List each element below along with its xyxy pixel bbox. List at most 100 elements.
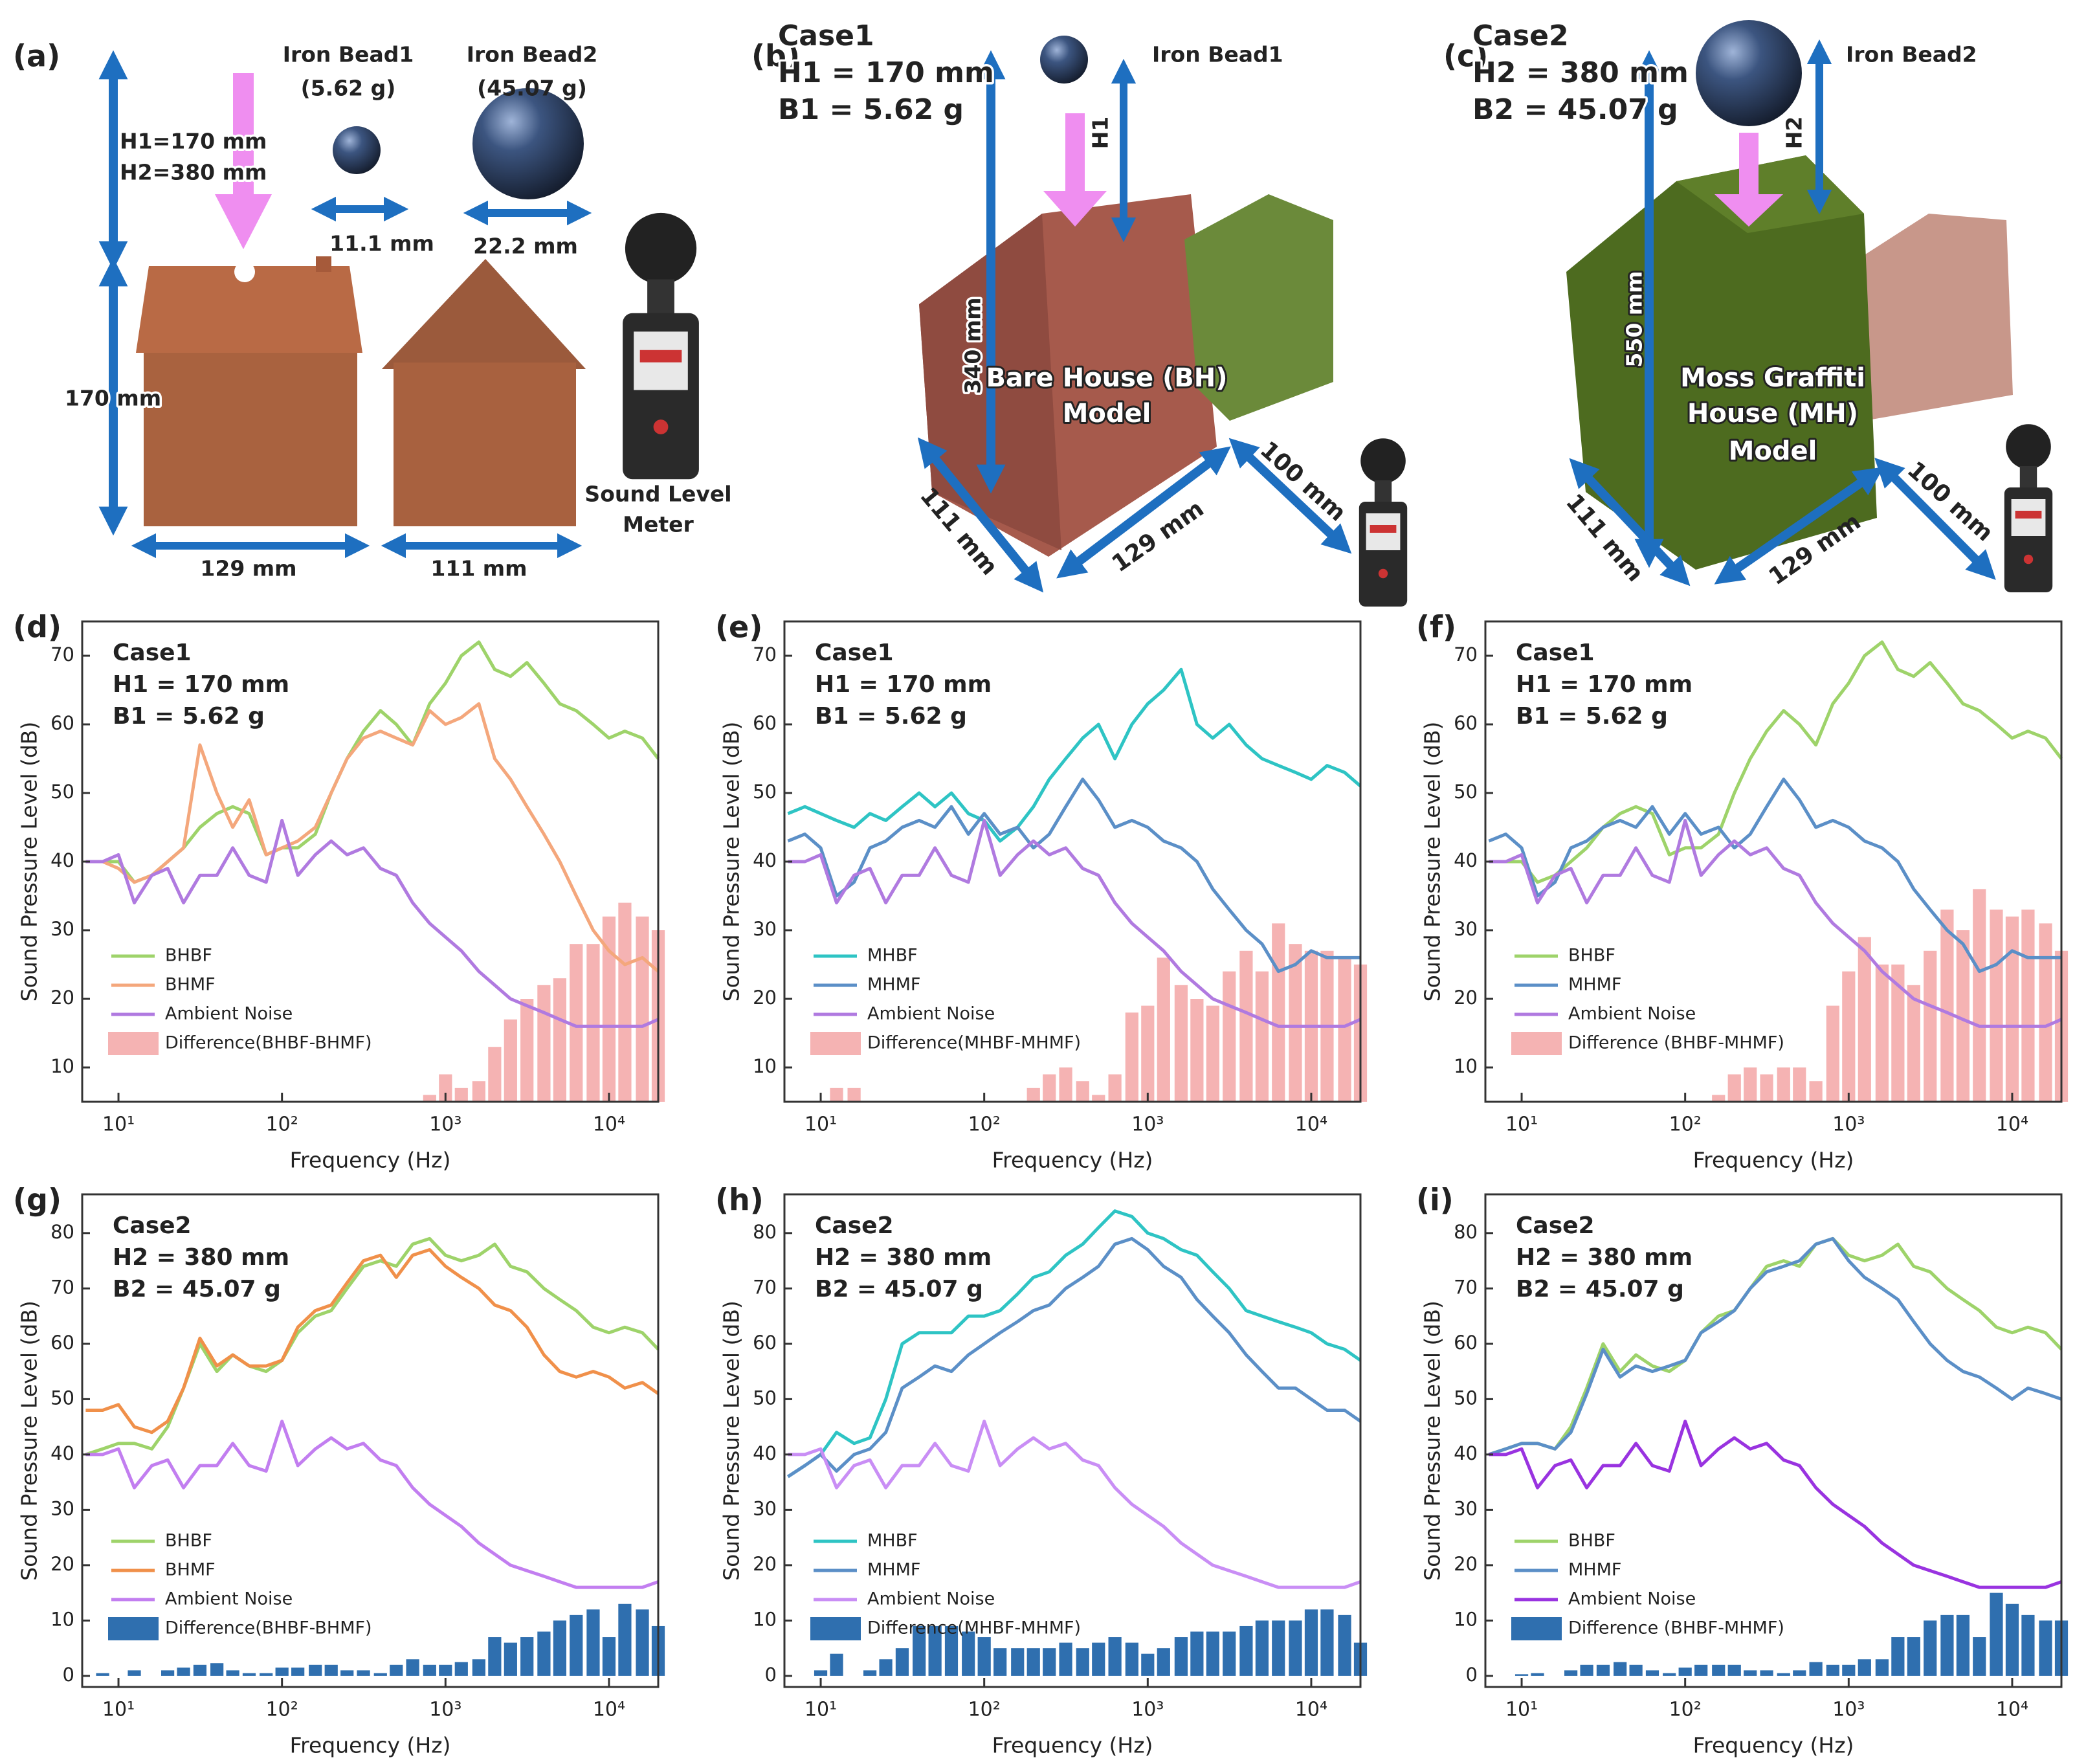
- panel-label: (i): [1416, 1183, 1454, 1218]
- difference-bar: [1026, 1648, 1040, 1676]
- difference-bar: [1320, 1609, 1334, 1676]
- difference-bar: [553, 978, 567, 1102]
- difference-bar: [1891, 965, 1905, 1102]
- difference-bar: [1760, 1670, 1773, 1676]
- dimension-arrow: [1714, 467, 1884, 585]
- difference-bar: [128, 1670, 141, 1676]
- plot-frame: [81, 1193, 660, 1688]
- y-tick-label: 40: [1454, 1442, 1478, 1464]
- bare-house: [1838, 214, 2013, 421]
- y-tick-label: 70: [753, 1276, 777, 1298]
- y-tick-label: 60: [753, 712, 777, 734]
- legend-label: Difference(MHBF-MHMF): [867, 1618, 1081, 1638]
- annotation: B2 = 45.07 g: [113, 1276, 281, 1302]
- difference-bar: [1043, 1648, 1056, 1676]
- difference-bar: [586, 944, 600, 1102]
- iron-bead: [472, 88, 584, 199]
- x-axis-label: Frequency (Hz): [290, 1148, 451, 1173]
- illustration-label: (45.07 g): [477, 76, 587, 101]
- series-line: [1488, 777, 2061, 974]
- annotation: B1 = 5.62 g: [113, 703, 265, 730]
- x-tick-label: 10¹: [102, 1113, 135, 1136]
- y-tick-label: 0: [765, 1664, 777, 1686]
- difference-bar: [439, 1664, 452, 1676]
- dimension-arrow: [917, 437, 1044, 593]
- annotation: Case2: [815, 1212, 894, 1239]
- y-tick-label: 10: [50, 1055, 74, 1077]
- iron-bead: [1040, 36, 1088, 84]
- illustration-label: H2=380 mm: [120, 160, 267, 185]
- illustration-label: 170 mm: [65, 386, 161, 411]
- difference-bar: [1973, 1637, 1986, 1676]
- difference-bar: [488, 1637, 502, 1676]
- difference-bar: [504, 1019, 517, 1102]
- difference-bar: [602, 916, 616, 1102]
- legend-label: Difference (BHBF-MHMF): [1568, 1618, 1784, 1638]
- sound-meter: [623, 212, 699, 480]
- difference-bar: [1777, 1673, 1790, 1676]
- difference-bar: [586, 1609, 600, 1676]
- difference-bar: [1712, 1095, 1725, 1102]
- difference-bar: [1141, 1005, 1155, 1102]
- legend-label: Difference (BHBF-MHMF): [1568, 1033, 1784, 1053]
- y-axis-label: Sound Pressure Level (dB): [17, 722, 42, 1002]
- y-tick-label: 20: [1454, 1553, 1478, 1575]
- difference-bar: [1793, 1670, 1806, 1676]
- difference-bar: [309, 1664, 322, 1676]
- y-axis-label: Sound Pressure Level (dB): [719, 722, 744, 1002]
- difference-bar: [1891, 1637, 1905, 1676]
- illustration-label: 111 mm: [430, 556, 527, 581]
- difference-bar: [2005, 1603, 2019, 1676]
- difference-bar: [1338, 1614, 1351, 1676]
- legend-swatch: [108, 1032, 159, 1055]
- difference-bar: [1580, 1664, 1593, 1676]
- illustration-label: H2 = 380 mm: [1472, 56, 1689, 89]
- y-tick-label: 0: [1466, 1664, 1478, 1686]
- series-line: [85, 702, 660, 973]
- y-tick-label: 40: [753, 1442, 777, 1464]
- difference-bar: [1304, 1609, 1318, 1676]
- difference-bar: [226, 1670, 239, 1676]
- sound-meter: [2004, 424, 2053, 592]
- difference-bar: [636, 1609, 649, 1676]
- legend-swatch: [1511, 1617, 1562, 1640]
- difference-bar: [357, 1670, 370, 1676]
- series-line: [1489, 818, 2062, 1028]
- y-tick-label: 20: [50, 1553, 74, 1575]
- x-tick-label: 10³: [429, 1113, 461, 1136]
- illustration-label: Iron Bead1: [1152, 42, 1283, 67]
- legend-label: MHMF: [1568, 1560, 1621, 1580]
- difference-bar: [1990, 910, 2003, 1102]
- annotation: Case2: [1516, 1212, 1595, 1239]
- y-tick-label: 20: [753, 1553, 777, 1575]
- illustration-label: Model: [1063, 399, 1151, 429]
- difference-bar: [1157, 1648, 1170, 1676]
- x-axis-label: Frequency (Hz): [992, 1733, 1153, 1758]
- panel-label: (d): [13, 610, 61, 645]
- illustration-label: Model: [1729, 436, 1817, 466]
- legend-label: MHBF: [867, 1531, 918, 1551]
- illustration-label: Meter: [623, 512, 694, 537]
- difference-bar: [472, 1659, 485, 1676]
- difference-bar: [1239, 1625, 1253, 1676]
- y-axis-label: Sound Pressure Level (dB): [719, 1301, 744, 1581]
- difference-bar: [2021, 910, 2035, 1102]
- y-tick-label: 40: [50, 1442, 74, 1464]
- y-tick-label: 10: [1454, 1608, 1478, 1630]
- difference-bar: [1076, 1081, 1089, 1102]
- x-tick-label: 10²: [968, 1113, 1001, 1136]
- illustration-label: Case2: [1472, 19, 1569, 52]
- illustration-label: Sound Level: [584, 482, 731, 507]
- difference-bar: [1826, 1005, 1839, 1102]
- series-line: [1488, 1236, 2062, 1457]
- difference-bar: [1924, 1620, 1937, 1676]
- series-line: [1489, 640, 2063, 884]
- legend-swatch: [108, 1617, 159, 1640]
- difference-bar: [520, 999, 534, 1102]
- difference-bar: [1338, 957, 1351, 1102]
- difference-bar: [1026, 1088, 1040, 1102]
- difference-bar: [1223, 971, 1236, 1102]
- y-tick-label: 10: [753, 1055, 777, 1077]
- dimension-arrow: [1056, 446, 1231, 579]
- difference-bar: [488, 1047, 502, 1102]
